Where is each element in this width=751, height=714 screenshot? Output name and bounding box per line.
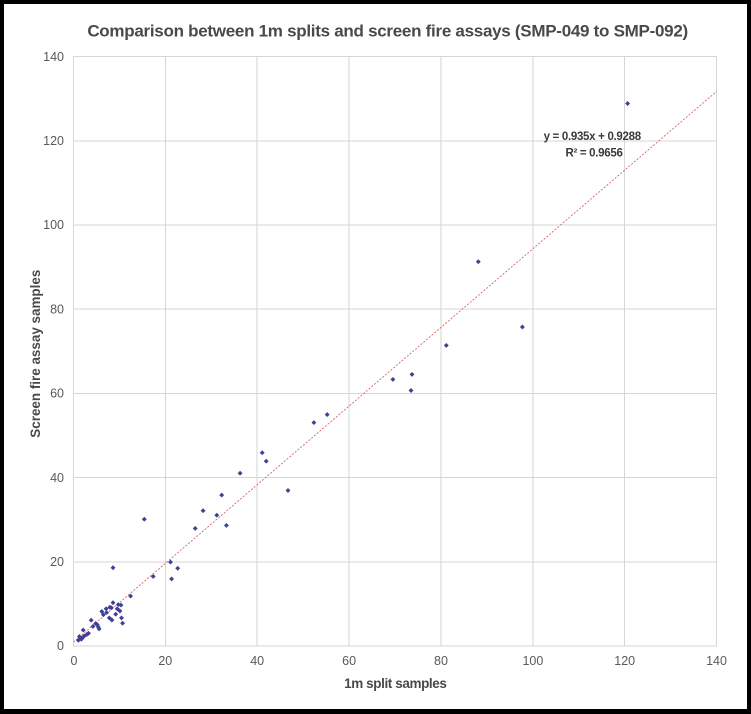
svg-text:100: 100 xyxy=(522,654,543,668)
svg-text:R² = 0.9656: R² = 0.9656 xyxy=(565,147,622,159)
svg-text:140: 140 xyxy=(706,654,727,668)
svg-text:y = 0.935x + 0.9288: y = 0.935x + 0.9288 xyxy=(544,131,642,143)
svg-text:80: 80 xyxy=(50,302,64,316)
svg-text:60: 60 xyxy=(50,387,64,401)
svg-text:60: 60 xyxy=(342,654,356,668)
svg-text:40: 40 xyxy=(50,471,64,485)
svg-text:120: 120 xyxy=(43,134,64,148)
svg-text:140: 140 xyxy=(43,50,64,64)
svg-text:Screen fire assay samples: Screen fire assay samples xyxy=(28,270,43,438)
svg-text:20: 20 xyxy=(50,555,64,569)
svg-text:0: 0 xyxy=(71,654,78,668)
svg-text:20: 20 xyxy=(158,654,172,668)
svg-text:80: 80 xyxy=(434,654,448,668)
svg-text:40: 40 xyxy=(250,654,264,668)
svg-text:1m split samples: 1m split samples xyxy=(344,676,446,691)
svg-text:0: 0 xyxy=(57,639,64,653)
svg-text:100: 100 xyxy=(43,218,64,232)
svg-text:Comparison between 1m splits a: Comparison between 1m splits and screen … xyxy=(87,21,688,40)
svg-text:120: 120 xyxy=(614,654,635,668)
